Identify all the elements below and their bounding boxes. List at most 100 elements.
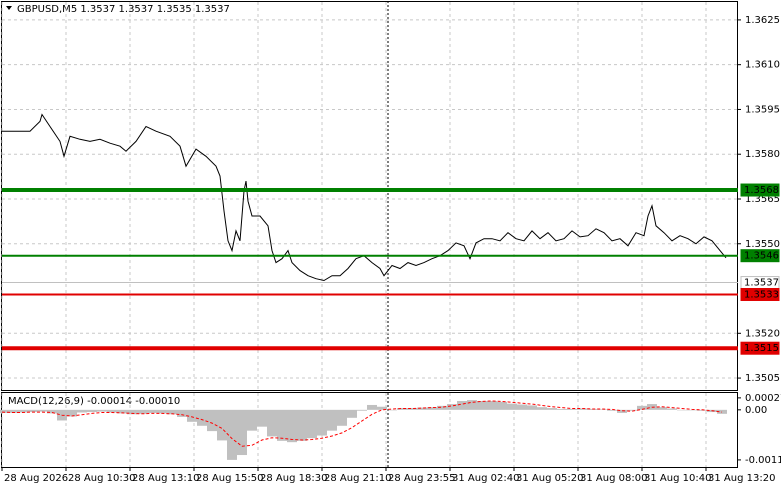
macd-bar bbox=[357, 409, 367, 411]
x-tick-label: 28 Aug 10:30 bbox=[68, 473, 135, 484]
y-tick-label: 1.3565 bbox=[745, 194, 780, 205]
macd-bar bbox=[597, 409, 607, 410]
macd-bar bbox=[197, 409, 207, 426]
macd-bar bbox=[47, 409, 57, 414]
macd-bar bbox=[87, 409, 97, 413]
macd-bar bbox=[537, 407, 547, 410]
level-label-box bbox=[740, 287, 780, 301]
y-tick-label: 1.3625 bbox=[745, 15, 780, 26]
macd-bar bbox=[557, 408, 567, 410]
signal-line bbox=[1, 400, 723, 447]
x-tick-label: 28 Aug 2026 bbox=[4, 473, 68, 484]
macd-bar bbox=[247, 409, 257, 431]
macd-bar bbox=[657, 407, 667, 410]
macd-bar bbox=[347, 409, 357, 418]
y-tick-label: 1.3520 bbox=[745, 328, 780, 339]
macd-bar bbox=[217, 409, 227, 441]
macd-bar bbox=[587, 408, 597, 410]
level-label-box bbox=[740, 183, 780, 197]
y-tick-label: 0.00027 bbox=[745, 393, 781, 404]
macd-bar bbox=[277, 409, 287, 441]
macd-bar bbox=[177, 409, 187, 417]
macd-bar bbox=[507, 403, 517, 410]
level-label: 1.3568 bbox=[744, 185, 779, 196]
macd-bar bbox=[317, 409, 327, 436]
macd-bar bbox=[427, 407, 437, 410]
macd-bar bbox=[0, 409, 7, 413]
macd-bar bbox=[307, 409, 317, 439]
macd-bar bbox=[377, 406, 387, 410]
macd-bar bbox=[417, 407, 427, 410]
macd-bar bbox=[567, 408, 577, 410]
macd-bar bbox=[547, 408, 557, 410]
level-label: 1.3537 bbox=[744, 278, 779, 289]
x-tick-label: 31 Aug 10:40 bbox=[644, 473, 711, 484]
level-label-box bbox=[740, 249, 780, 263]
macd-bar bbox=[17, 409, 27, 413]
dropdown-icon bbox=[6, 6, 12, 10]
macd-bar bbox=[577, 408, 587, 410]
macd-bar bbox=[337, 409, 347, 426]
x-tick-label: 31 Aug 13:20 bbox=[708, 473, 775, 484]
macd-bar bbox=[687, 409, 697, 411]
macd-bar bbox=[257, 409, 267, 427]
macd-bar bbox=[97, 409, 107, 412]
macd-bar bbox=[77, 409, 87, 413]
macd-bar bbox=[387, 409, 397, 411]
macd-bar bbox=[637, 405, 647, 410]
macd-bar bbox=[607, 409, 617, 411]
macd-bar bbox=[517, 404, 527, 410]
macd-bar bbox=[617, 409, 627, 413]
macd-bar bbox=[287, 409, 297, 443]
macd-bar bbox=[167, 409, 177, 415]
y-tick-label: 1.3580 bbox=[745, 149, 780, 160]
y-tick-label: 1.3550 bbox=[745, 239, 780, 250]
x-tick-label: 31 Aug 05:20 bbox=[516, 473, 583, 484]
macd-bar bbox=[527, 405, 537, 410]
x-tick-label: 28 Aug 23:55 bbox=[388, 473, 455, 484]
macd-bar bbox=[117, 409, 127, 414]
level-label-box bbox=[740, 341, 780, 355]
macd-bar bbox=[497, 401, 507, 410]
macd-bar bbox=[437, 405, 447, 410]
macd-title: MACD(12,26,9) -0.00014 -0.00010 bbox=[8, 396, 180, 407]
macd-bar bbox=[67, 409, 77, 417]
y-tick-label: 1.3595 bbox=[745, 104, 780, 115]
macd-bar bbox=[227, 409, 237, 460]
x-tick-label: 31 Aug 08:00 bbox=[580, 473, 647, 484]
macd-bar bbox=[187, 409, 197, 422]
macd-bar bbox=[297, 409, 307, 441]
level-label: 1.3515 bbox=[744, 343, 779, 354]
price-title: GBPUSD,M5 1.3537 1.3537 1.3535 1.3537 bbox=[17, 4, 230, 15]
macd-bar bbox=[127, 409, 137, 415]
price-line bbox=[2, 113, 727, 282]
x-tick-label: 28 Aug 18:30 bbox=[260, 473, 327, 484]
x-tick-label: 28 Aug 15:50 bbox=[196, 473, 263, 484]
x-tick-label: 28 Aug 21:10 bbox=[324, 473, 391, 484]
macd-bar bbox=[107, 409, 117, 413]
macd-bar bbox=[367, 404, 377, 410]
macd-bar bbox=[207, 409, 217, 432]
y-tick-label: -0.00113 bbox=[745, 455, 781, 466]
macd-bar bbox=[447, 404, 457, 410]
macd-bar bbox=[157, 409, 167, 414]
macd-bar bbox=[237, 409, 247, 456]
y-tick-label: 1.3505 bbox=[745, 373, 780, 384]
level-label: 1.3546 bbox=[744, 251, 779, 262]
macd-bar bbox=[27, 409, 37, 413]
macd-bar bbox=[627, 409, 637, 411]
macd-bar bbox=[37, 409, 47, 412]
level-label: 1.3533 bbox=[744, 289, 779, 300]
macd-bar bbox=[487, 400, 497, 410]
y-tick-label: 1.3610 bbox=[745, 60, 780, 71]
macd-bar bbox=[327, 409, 337, 431]
x-tick-label: 31 Aug 02:40 bbox=[452, 473, 519, 484]
x-tick-label: 28 Aug 13:10 bbox=[132, 473, 199, 484]
macd-bar bbox=[667, 408, 677, 410]
macd-bar bbox=[677, 409, 687, 411]
y-tick-label: 0.00 bbox=[745, 405, 767, 416]
macd-bar bbox=[137, 409, 147, 414]
